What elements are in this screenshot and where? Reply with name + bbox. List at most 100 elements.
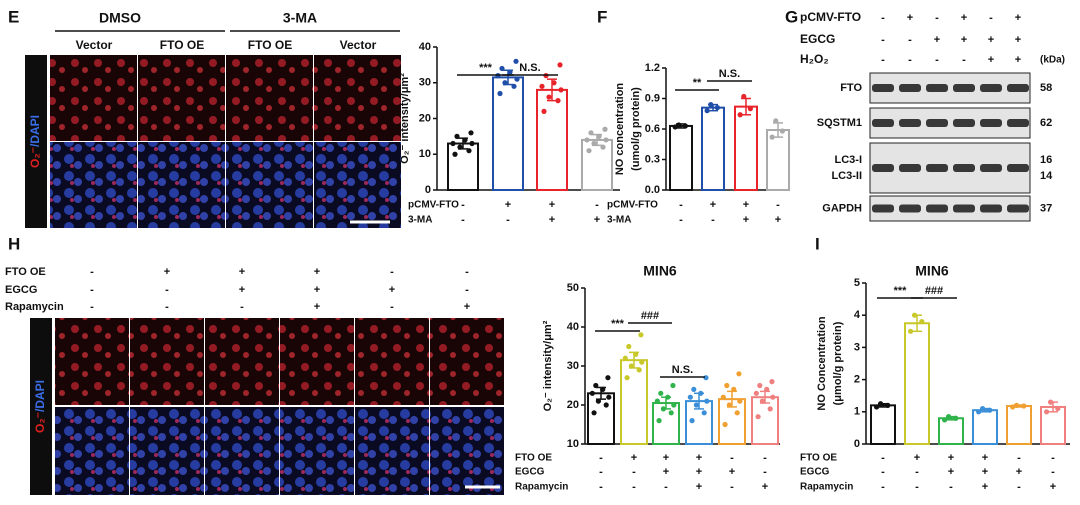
data-point (452, 151, 458, 157)
row-sign: - (240, 301, 244, 313)
data-point (624, 375, 630, 381)
row-sign: + (961, 12, 967, 24)
bar (620, 359, 648, 445)
kda-label: 16 (1040, 154, 1052, 166)
row-sign: + (696, 466, 702, 478)
row-sign: + (1015, 34, 1021, 46)
data-point (605, 375, 611, 381)
data-point (546, 94, 552, 100)
row-sign: + (988, 54, 994, 66)
row-sign: + (631, 452, 637, 464)
bar (938, 417, 964, 445)
row-sign: + (948, 466, 954, 478)
blot-band (953, 204, 975, 213)
stain-strip (25, 55, 47, 228)
data-point (589, 390, 595, 396)
row-sign: + (314, 266, 320, 278)
y-tick-label: 0.3 (645, 153, 660, 165)
image-merge (50, 142, 137, 228)
row-sign: - (1017, 481, 1021, 493)
row-sign: - (632, 481, 636, 493)
bar (734, 105, 758, 191)
data-point (1021, 403, 1027, 409)
blot-box (869, 72, 1031, 104)
band-label: GAPDH (822, 202, 862, 214)
row-sign: - (711, 214, 715, 226)
blot-band (980, 119, 1002, 127)
row-sign: + (1015, 12, 1021, 24)
blot-band (1007, 164, 1029, 172)
row-sign: - (90, 301, 94, 313)
y-tick-label: 4 (854, 309, 861, 321)
row-sign: + (710, 199, 716, 211)
row-sign: + (164, 266, 170, 278)
row-sign: - (664, 481, 668, 493)
row-sign: - (730, 452, 734, 464)
data-point (722, 421, 728, 428)
row-sign: - (763, 466, 767, 478)
row-sign: - (962, 54, 966, 66)
bar (652, 402, 680, 445)
row-sign: + (914, 452, 920, 464)
row-label: pCMV-FTO (607, 200, 658, 211)
row-label: 3-MA (408, 215, 432, 226)
blot-band (980, 84, 1002, 92)
image-red (130, 318, 204, 405)
row-sign: - (461, 214, 465, 226)
data-point (586, 148, 592, 154)
row-sign: + (775, 214, 781, 226)
image-merge (138, 142, 225, 228)
data-point (584, 137, 590, 143)
blot-box (869, 107, 1031, 139)
row-label: FTO OE (5, 266, 46, 278)
data-point (757, 382, 763, 389)
data-point (622, 355, 628, 361)
row-sign: - (1051, 452, 1055, 464)
row-sign: - (881, 12, 885, 24)
blot-band (953, 119, 975, 127)
data-point (668, 410, 674, 416)
data-point (514, 76, 520, 82)
row-sign: + (729, 466, 735, 478)
bar (536, 88, 568, 191)
blot-band (1007, 84, 1029, 92)
stain-strip (30, 318, 52, 495)
row-label: Rapamycin (515, 482, 568, 493)
data-point (874, 404, 880, 410)
blot-band (872, 204, 894, 213)
sig-label: N.S. (672, 364, 693, 376)
row-sign: + (594, 214, 600, 226)
row-label: FTO OE (515, 453, 552, 464)
image-merge (55, 407, 129, 495)
row-sign: + (696, 481, 702, 493)
data-point (779, 128, 786, 134)
row-sign: - (881, 34, 885, 46)
data-point (626, 343, 632, 350)
data-point (734, 410, 740, 416)
y-tick-label: 10 (567, 438, 579, 450)
data-point (591, 410, 597, 416)
bar (701, 106, 725, 191)
stain-part: /DAPI (28, 115, 42, 147)
row-sign: + (948, 452, 954, 464)
image-merge (205, 407, 279, 495)
row-sign: - (632, 466, 636, 478)
stain-label: O₂⁻/DAPI (33, 380, 47, 433)
blot-band (872, 84, 894, 92)
band-label: LC3-II (831, 170, 862, 182)
bar (447, 142, 479, 191)
data-point (541, 108, 547, 114)
image-merge (314, 142, 401, 228)
data-point (770, 394, 776, 400)
y-tick-label: 2 (854, 374, 860, 386)
row-sign: + (982, 466, 988, 478)
blot-band (926, 204, 948, 213)
image-red (205, 318, 279, 405)
row-sign: - (465, 266, 469, 278)
y-axis-label: O₂⁻ intensity/μm² (399, 73, 411, 164)
blot-band (980, 204, 1002, 213)
data-point (769, 134, 775, 140)
y-tick-label: 5 (854, 277, 860, 289)
data-point (689, 418, 695, 424)
data-point (737, 112, 743, 118)
